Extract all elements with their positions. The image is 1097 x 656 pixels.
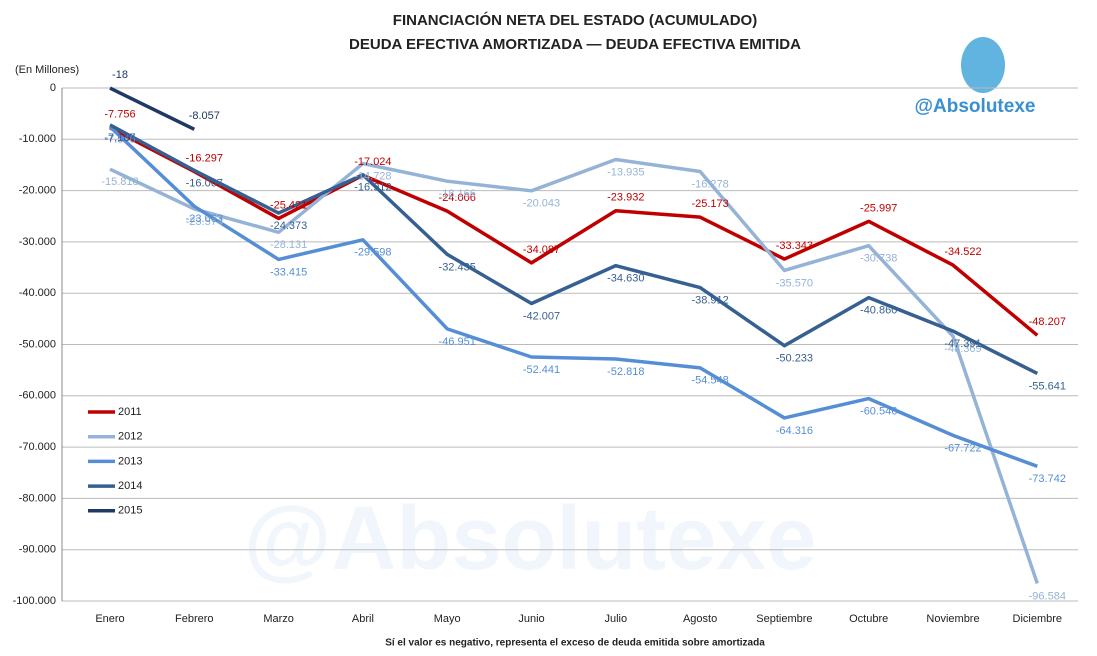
x-tick-label: Enero xyxy=(95,613,124,625)
data-label: -15.818 xyxy=(101,176,138,188)
data-label: -55.641 xyxy=(1029,380,1066,392)
series-line xyxy=(109,86,196,131)
data-label: -14.728 xyxy=(354,170,391,182)
legend-label: 2012 xyxy=(118,431,142,443)
data-label: -46.951 xyxy=(439,336,476,348)
data-label: -16.912 xyxy=(354,182,391,194)
x-tick-label: Noviembre xyxy=(926,613,979,625)
data-label: -33.343 xyxy=(776,240,813,252)
data-label: -42.007 xyxy=(523,310,560,322)
data-label: -16.067 xyxy=(186,177,223,189)
data-label: -16.278 xyxy=(691,178,728,190)
y-tick-label: -90.000 xyxy=(19,544,56,556)
x-tick-label: Marzo xyxy=(263,613,294,625)
x-tick-label: Agosto xyxy=(683,613,717,625)
data-label: -52.441 xyxy=(523,364,560,376)
chart-title: FINANCIACIÓN NETA DEL ESTADO (ACUMULADO) xyxy=(393,11,757,29)
data-label: -25.173 xyxy=(691,198,728,210)
brand: @Absolutexe xyxy=(915,96,1036,117)
x-tick-label: Abril xyxy=(352,613,374,625)
y-tick-label: -20.000 xyxy=(19,185,56,197)
x-tick-label: Junio xyxy=(518,613,544,625)
series-line xyxy=(109,123,1039,376)
data-label: -67.722 xyxy=(944,442,981,454)
data-label: -18 xyxy=(112,69,128,81)
data-label: -25.421 xyxy=(270,199,307,211)
data-label: -64.316 xyxy=(776,425,813,437)
data-label: -30.738 xyxy=(860,253,897,265)
data-label: -96.584 xyxy=(1029,590,1066,602)
data-label: -52.818 xyxy=(607,366,644,378)
series-line xyxy=(109,157,1039,585)
y-tick-label: -40.000 xyxy=(19,287,56,299)
data-label: -13.935 xyxy=(607,166,644,178)
data-label: -40.860 xyxy=(860,305,897,317)
x-tick-label: Diciembre xyxy=(1013,613,1063,625)
data-label: -20.043 xyxy=(523,198,560,210)
footnote: Sí el valor es negativo, representa el e… xyxy=(385,638,765,649)
y-tick-label: -80.000 xyxy=(19,492,56,504)
chart-subtitle: DEUDA EFECTIVA AMORTIZADA — DEUDA EFECTI… xyxy=(349,36,801,53)
legend-label: 2015 xyxy=(118,505,142,517)
data-label: -24.373 xyxy=(270,220,307,232)
x-tick-label: Septiembre xyxy=(756,613,812,625)
y-tick-label: -30.000 xyxy=(19,236,56,248)
y-tick-label: -100.000 xyxy=(13,595,56,607)
x-tick-label: Octubre xyxy=(849,613,888,625)
logo xyxy=(961,37,1005,93)
data-label: -7.546 xyxy=(104,134,135,146)
data-label: -23.063 xyxy=(186,213,223,225)
x-tick-label: Julio xyxy=(604,613,627,625)
data-label: -25.997 xyxy=(860,202,897,214)
y-tick-label: -50.000 xyxy=(19,338,56,350)
y-axis-label: (En Millones) xyxy=(15,64,79,76)
legend-label: 2014 xyxy=(118,480,142,492)
data-label: -24.006 xyxy=(439,192,476,204)
data-label: -23.932 xyxy=(607,192,644,204)
data-label: -23.574 xyxy=(186,216,223,228)
data-label: -50.233 xyxy=(776,353,813,365)
data-label: -34.630 xyxy=(607,273,644,285)
legend-label: 2013 xyxy=(118,455,142,467)
data-label: -47.391 xyxy=(944,338,981,350)
data-label: -60.546 xyxy=(860,406,897,418)
data-label: -28.131 xyxy=(270,239,307,251)
data-label: -73.742 xyxy=(1029,473,1066,485)
series-line xyxy=(109,126,1039,337)
data-label: -48.207 xyxy=(1029,316,1066,328)
data-label: -8.057 xyxy=(189,110,220,122)
data-label: -17.024 xyxy=(354,156,391,168)
data-label: -18.166 xyxy=(439,188,476,200)
x-tick-label: Febrero xyxy=(175,613,214,625)
legend-label: 2011 xyxy=(118,406,142,418)
data-label: -35.570 xyxy=(776,277,813,289)
data-label: -32.435 xyxy=(439,261,476,273)
series-line xyxy=(108,125,1038,468)
data-label: -48.369 xyxy=(944,343,981,355)
y-tick-label: 0 xyxy=(50,82,56,94)
data-label: -34.522 xyxy=(944,246,981,258)
y-tick-label: -70.000 xyxy=(19,441,56,453)
data-label: -16.297 xyxy=(186,153,223,165)
data-label: -33.415 xyxy=(270,266,307,278)
x-tick-label: Mayo xyxy=(434,613,461,625)
y-tick-label: -60.000 xyxy=(19,390,56,402)
data-label: -7.756 xyxy=(104,109,135,121)
data-label: -7.187 xyxy=(104,132,135,144)
y-tick-label: -10.000 xyxy=(19,133,56,145)
data-label: -29.598 xyxy=(354,247,391,259)
data-label: -38.912 xyxy=(691,295,728,307)
data-label: -34.087 xyxy=(523,244,560,256)
watermark: @Absolutexe xyxy=(244,489,817,589)
data-label: -54.548 xyxy=(691,375,728,387)
